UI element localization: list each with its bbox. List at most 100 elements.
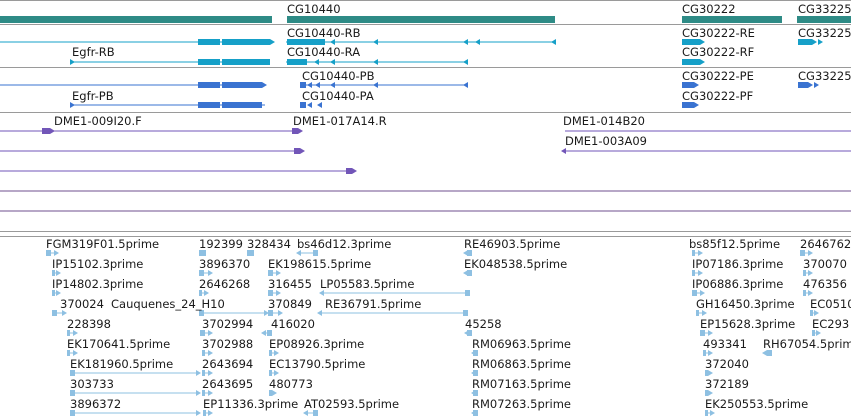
transcript-label[interactable]: CG10440-RA [287, 45, 361, 59]
est-block [467, 330, 472, 336]
est-label[interactable]: 372189 [705, 377, 749, 391]
est-label[interactable]: RH67054.5prime [763, 337, 851, 351]
strand-arrow-right [276, 290, 281, 296]
clone-label[interactable]: DME1-009I20.F [54, 114, 142, 128]
est-label[interactable]: 3702994 [202, 317, 254, 331]
protein-label[interactable]: CG33225 [798, 69, 851, 83]
est-label[interactable]: 493341 [703, 337, 747, 351]
est-label[interactable]: 3702988 [202, 337, 254, 351]
gene-label[interactable]: CG10440 [287, 2, 341, 16]
est-label[interactable]: 303733 [70, 377, 114, 391]
est-block [199, 310, 204, 316]
est-label[interactable]: RM06863.5prime [472, 357, 571, 371]
transcript-label[interactable]: CG10440-RB [287, 26, 361, 40]
gene-label[interactable]: CG33225 [798, 2, 851, 16]
est-label[interactable]: FGM319F01.5prime [46, 237, 160, 251]
est-label[interactable]: RE46903.5prime [464, 237, 561, 251]
est-label[interactable]: EP15628.3prime [700, 317, 796, 331]
clone-label[interactable]: DME1-017A14.R [293, 114, 387, 128]
est-label[interactable]: GH16450.3prime [696, 297, 795, 311]
est-label[interactable]: IP14802.3prime [52, 277, 144, 291]
est-label[interactable]: RM07263.5prime [472, 397, 571, 411]
est-label[interactable]: RM06963.5prime [472, 337, 571, 351]
est-label[interactable]: bs46d12.3prime [297, 237, 392, 251]
strand-arrow-right [196, 390, 201, 396]
est-block [800, 250, 805, 256]
est-label[interactable]: EK170641.5prime [67, 337, 171, 351]
protein-label[interactable]: CG30222-PF [682, 89, 754, 103]
est-label[interactable]: IP06886.3prime [692, 277, 784, 291]
est-label[interactable]: 45258 [465, 317, 502, 331]
est-label[interactable]: EC13790.5prime [269, 357, 366, 371]
est-label[interactable]: bs85f12.5prime [689, 237, 781, 251]
est-label[interactable]: 480773 [269, 377, 313, 391]
est-block [705, 410, 708, 416]
est-label[interactable]: RM07163.5prime [472, 377, 571, 391]
protein-label[interactable]: CG10440-PA [302, 89, 374, 103]
est-label[interactable]: EK250553.5prime [705, 397, 809, 411]
est-block [467, 270, 472, 276]
transcript-label[interactable]: CG30222-RE [682, 26, 755, 40]
est-block [467, 250, 472, 256]
est-label[interactable]: AT02593.5prime [304, 397, 400, 411]
est-label[interactable]: 370070 [803, 257, 847, 271]
est-label[interactable]: 416020 [271, 317, 315, 331]
protein-label[interactable]: CG30222-PE [682, 69, 754, 83]
est-label[interactable]: 3896372 [70, 397, 122, 411]
strand-arrow-left [463, 59, 468, 65]
est-label[interactable]: 328434 [247, 237, 291, 251]
gene-bar [682, 16, 782, 23]
strand-arrow-right [708, 390, 713, 396]
exon-block [300, 82, 306, 88]
clone-label[interactable]: DME1-014B20 [563, 114, 645, 128]
est-label[interactable]: EP08926.3prime [269, 337, 365, 351]
est-label[interactable]: LP05583.5prime [320, 277, 415, 291]
est-label[interactable]: EK198615.5prime [268, 257, 372, 271]
est-label[interactable]: 370849 [268, 297, 312, 311]
est-label[interactable]: 476356 [803, 277, 847, 291]
strand-arrow-right [70, 59, 75, 65]
est-block [52, 270, 55, 276]
strand-arrow-right [208, 410, 213, 416]
transcript-label[interactable]: CG30222-RF [682, 45, 755, 59]
est-label[interactable]: 370024 [60, 297, 104, 311]
exon-block [287, 59, 307, 65]
est-label[interactable]: 372040 [705, 357, 749, 371]
est-block [52, 290, 55, 296]
strand-arrow-left [463, 39, 468, 45]
est-label[interactable]: 2643694 [202, 357, 254, 371]
est-label[interactable]: 316455 [268, 277, 312, 291]
est-label[interactable]: 228398 [67, 317, 111, 331]
exon-block [346, 168, 352, 174]
est-block [705, 370, 708, 376]
est-label[interactable]: Cauquenes_24_H10 [111, 297, 225, 311]
est-label[interactable]: 2643695 [202, 377, 254, 391]
strand-arrow-right [702, 310, 707, 316]
protein-label[interactable]: CG10440-PB [302, 69, 375, 83]
est-label[interactable]: EC293 [812, 317, 850, 331]
transcript-label[interactable]: Egfr-RB [72, 45, 115, 59]
est-block [199, 290, 202, 296]
est-label[interactable]: IP07186.3prime [692, 257, 784, 271]
est-label[interactable]: EK181960.5prime [70, 357, 174, 371]
gene-label[interactable]: CG30222 [682, 2, 736, 16]
est-block [803, 270, 806, 276]
est-label[interactable]: EP11336.3prime [203, 397, 299, 411]
est-block [267, 330, 272, 336]
transcript-label[interactable]: CG33225 [798, 26, 851, 40]
est-label[interactable]: IP15102.3prime [52, 257, 144, 271]
est-label[interactable]: 192399 [199, 237, 243, 251]
strand-arrow-right [208, 390, 213, 396]
clone-label[interactable]: DME1-003A09 [565, 134, 647, 148]
strand-arrow-right [818, 39, 823, 45]
est-block [692, 270, 695, 276]
strand-arrow-left [463, 250, 468, 256]
exon-block [292, 128, 298, 134]
protein-label[interactable]: Egfr-PB [72, 89, 114, 103]
est-label[interactable]: 2646268 [199, 277, 251, 291]
est-label[interactable]: EK048538.5prime [464, 257, 568, 271]
est-label[interactable]: 2646762 [800, 237, 851, 251]
est-label[interactable]: RE36791.5prime [325, 297, 422, 311]
est-label[interactable]: EC0510 [810, 297, 851, 311]
est-label[interactable]: 3896370 [199, 257, 251, 271]
